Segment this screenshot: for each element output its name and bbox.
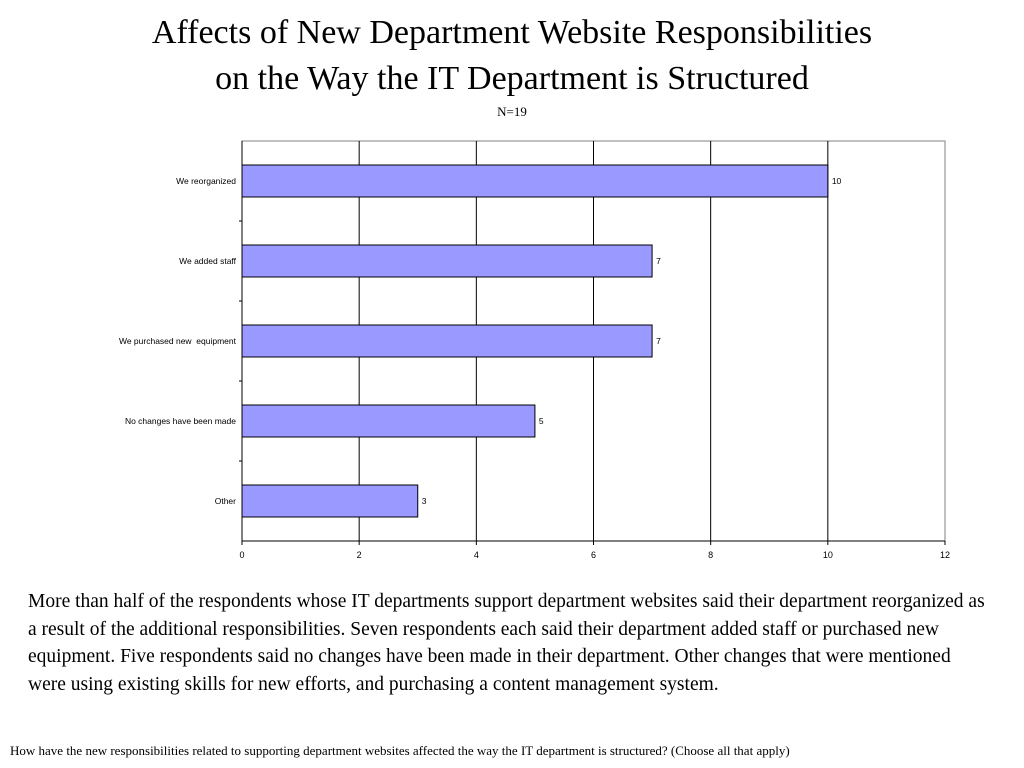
bar: [241, 404, 536, 438]
category-label: No changes have been made: [125, 416, 236, 426]
category-label: We added staff: [179, 256, 237, 266]
survey-question: How have the new responsibilities relate…: [10, 743, 790, 758]
chart-title-line-2: on the Way the IT Department is Structur…: [215, 60, 809, 97]
bar-chart: 0 2 4 6 8 10 12 We reorganized 10 We added staff 7…: [119, 140, 950, 560]
category-label: Other: [215, 496, 236, 506]
data-label: 7: [656, 256, 661, 266]
x-tick-label: 10: [823, 550, 833, 560]
category-label: We purchased new equipment: [119, 336, 237, 346]
x-tick-label: 2: [357, 550, 362, 560]
chart-title-line-1: Affects of New Department Website Respon…: [151, 14, 873, 51]
x-tick-label: 0: [239, 550, 244, 560]
x-tick-label: 12: [940, 550, 950, 560]
bar: [241, 484, 419, 518]
bar: [241, 244, 653, 278]
data-label: 3: [422, 496, 427, 506]
data-label: 7: [656, 336, 661, 346]
bar: [241, 164, 829, 198]
x-tick-label: 6: [591, 550, 596, 560]
category-label: We reorganized: [176, 176, 236, 186]
x-tick-label: 4: [474, 550, 479, 560]
summary-paragraph: More than half of the respondents whose …: [28, 591, 985, 695]
bar: [241, 324, 653, 358]
chart-subtitle: N=19: [497, 104, 527, 119]
x-tick-label: 8: [708, 550, 713, 560]
data-label: 10: [832, 176, 842, 186]
data-label: 5: [539, 416, 544, 426]
